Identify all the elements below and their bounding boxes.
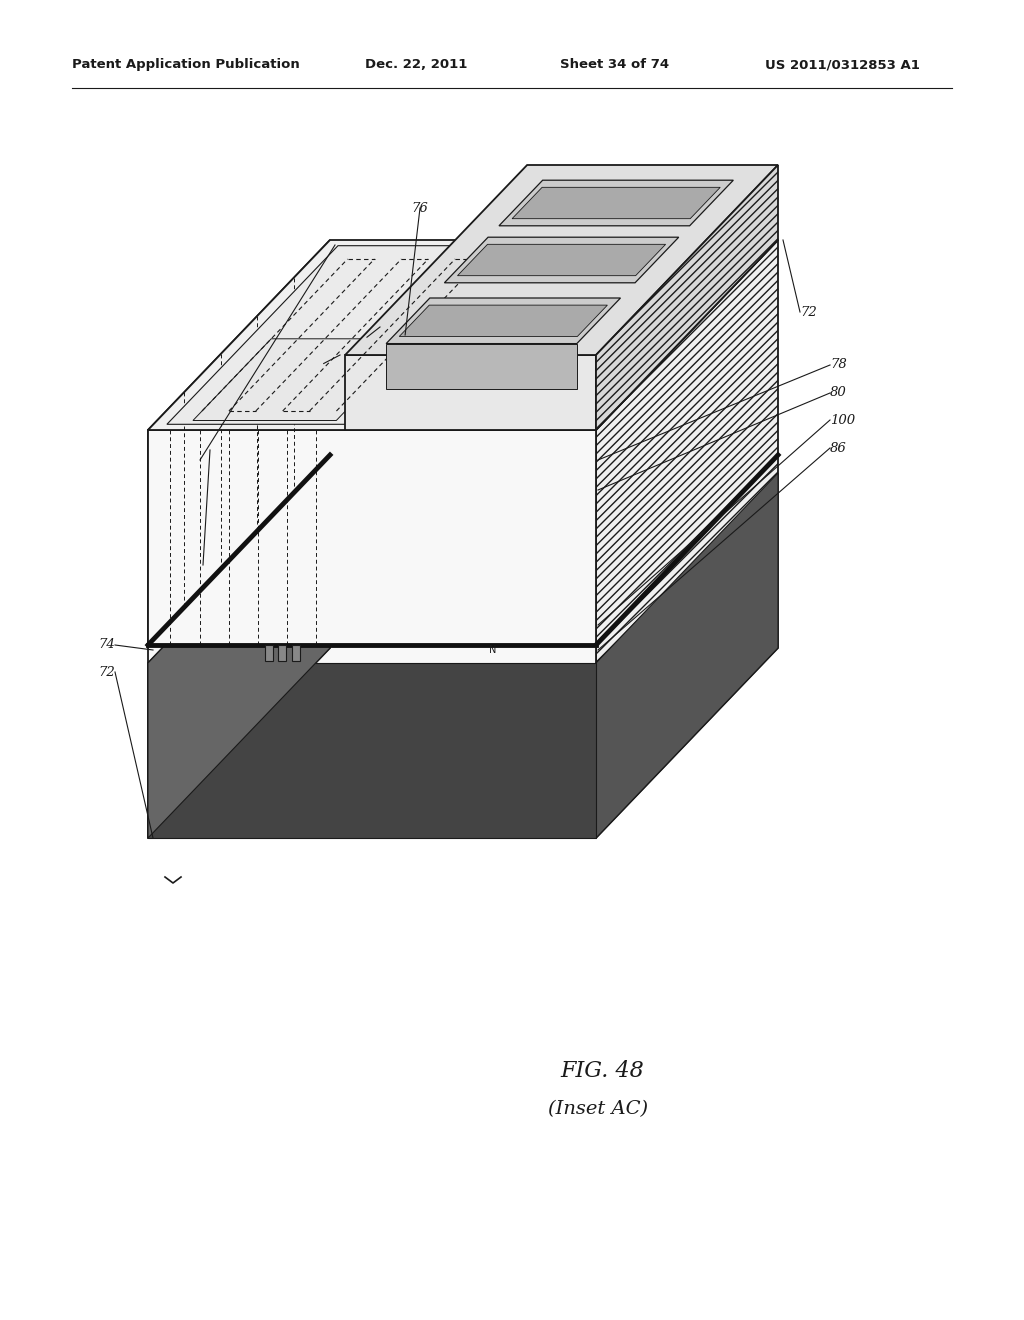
Polygon shape xyxy=(386,298,621,343)
Polygon shape xyxy=(596,165,778,430)
Polygon shape xyxy=(148,240,778,430)
Text: 100: 100 xyxy=(830,413,855,426)
Text: N: N xyxy=(489,645,497,655)
Text: 131: 131 xyxy=(368,321,392,334)
Polygon shape xyxy=(512,187,720,219)
Polygon shape xyxy=(148,430,596,645)
Text: 78: 78 xyxy=(830,359,847,371)
Text: (Inset AC): (Inset AC) xyxy=(548,1100,648,1118)
Polygon shape xyxy=(167,246,517,424)
Polygon shape xyxy=(458,244,666,276)
Polygon shape xyxy=(193,339,415,421)
Text: 72: 72 xyxy=(98,665,115,678)
Polygon shape xyxy=(345,355,596,430)
Polygon shape xyxy=(148,663,596,838)
Polygon shape xyxy=(148,473,330,838)
Polygon shape xyxy=(279,645,287,661)
Polygon shape xyxy=(148,240,330,645)
Polygon shape xyxy=(148,473,330,838)
Polygon shape xyxy=(345,165,778,355)
Text: Dec. 22, 2011: Dec. 22, 2011 xyxy=(365,58,467,71)
Text: 76: 76 xyxy=(412,202,428,214)
Text: 80: 80 xyxy=(830,387,847,400)
Polygon shape xyxy=(596,240,778,645)
Text: 86: 86 xyxy=(830,441,847,454)
Polygon shape xyxy=(292,645,300,661)
Text: 130: 130 xyxy=(314,348,340,362)
Polygon shape xyxy=(596,455,778,838)
Polygon shape xyxy=(148,645,596,838)
Text: FIG. 48: FIG. 48 xyxy=(560,1060,644,1082)
Text: 74: 74 xyxy=(98,639,115,652)
Polygon shape xyxy=(596,473,778,838)
Text: 130: 130 xyxy=(185,444,210,457)
Polygon shape xyxy=(444,238,679,282)
Polygon shape xyxy=(386,343,577,388)
Polygon shape xyxy=(499,181,733,226)
Polygon shape xyxy=(265,645,273,661)
Text: Sheet 34 of 74: Sheet 34 of 74 xyxy=(560,58,669,71)
Text: 74: 74 xyxy=(183,454,200,466)
Text: US 2011/0312853 A1: US 2011/0312853 A1 xyxy=(765,58,920,71)
Text: Patent Application Publication: Patent Application Publication xyxy=(72,58,300,71)
Text: 72: 72 xyxy=(800,305,817,318)
Polygon shape xyxy=(399,305,607,337)
